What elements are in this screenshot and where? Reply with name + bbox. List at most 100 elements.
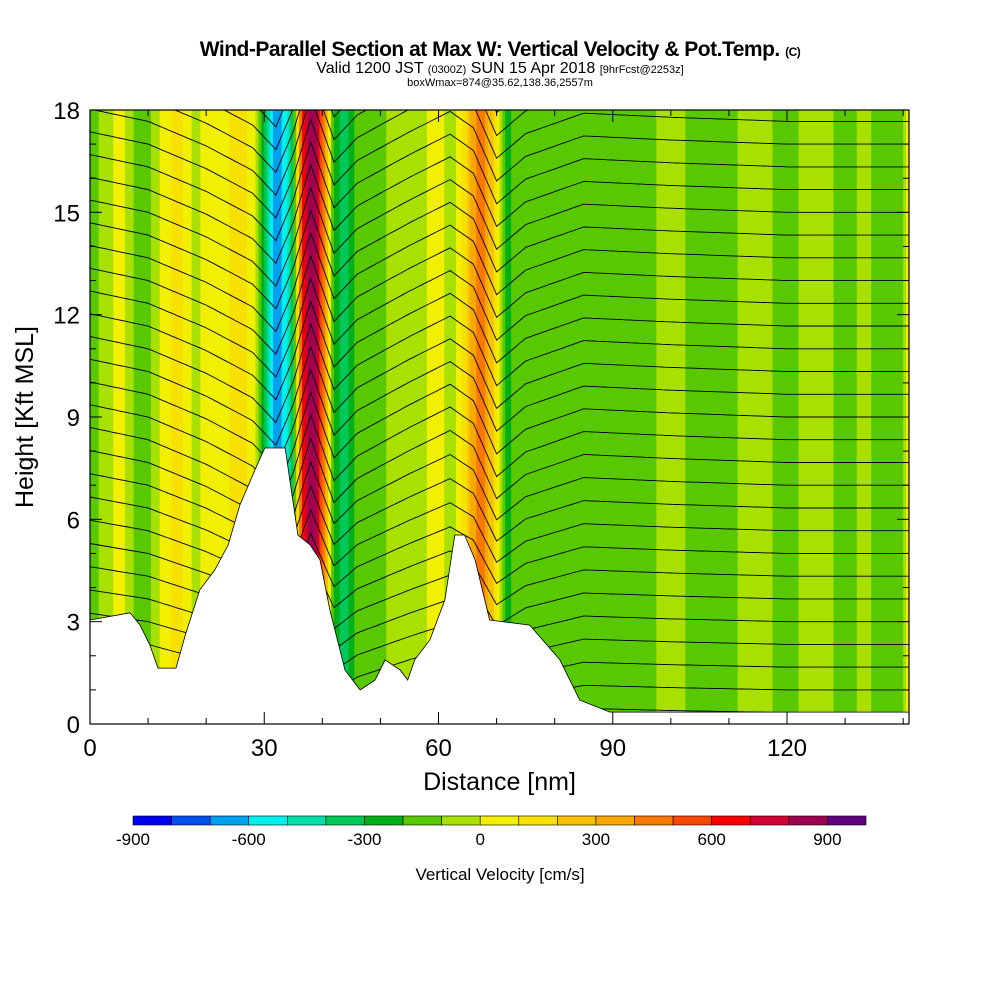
w-cell (124, 110, 129, 724)
theta-contour (90, 269, 909, 378)
w-cell (316, 110, 321, 724)
w-cell (374, 110, 379, 724)
chart-title: Wind-Parallel Section at Max W: Vertical… (199, 38, 801, 61)
w-cell (423, 110, 428, 724)
w-cell (101, 110, 106, 724)
theta-contour (90, 453, 909, 556)
w-cell (363, 110, 367, 724)
theta-contour (90, 110, 909, 219)
w-cell (598, 110, 602, 724)
w-cell (708, 110, 713, 724)
w-cell (551, 110, 556, 724)
w-cell (534, 110, 538, 724)
w-cell (421, 110, 425, 724)
colorbar-bin (441, 815, 481, 826)
colorbar-bin (402, 815, 442, 826)
w-cell (601, 110, 605, 724)
w-cell (435, 110, 440, 724)
w-cell (621, 110, 625, 724)
colorbar-bin (287, 815, 327, 826)
w-cell (229, 110, 233, 724)
w-cell (450, 110, 454, 724)
theta-contour (90, 383, 909, 492)
w-cell (293, 110, 297, 724)
w-cell (226, 110, 231, 724)
w-cell (757, 110, 762, 724)
w-cell (749, 110, 753, 724)
w-cell (699, 110, 704, 724)
w-cell (409, 110, 413, 724)
w-cell (267, 110, 271, 724)
w-cell (261, 110, 265, 724)
w-cell (609, 110, 614, 724)
w-cell (371, 110, 376, 724)
w-cell (400, 110, 405, 724)
w-cell (296, 110, 300, 724)
w-cell (522, 110, 527, 724)
w-cell (537, 110, 541, 724)
w-cell (432, 110, 437, 724)
w-cell (304, 110, 309, 724)
w-cell (441, 110, 445, 724)
w-cell (368, 110, 373, 724)
w-cell (107, 110, 111, 724)
w-cell (563, 110, 567, 724)
theta-contour (90, 360, 909, 469)
w-cell (150, 110, 155, 724)
w-cell (119, 110, 123, 724)
w-cell (319, 110, 323, 724)
w-cell (627, 110, 631, 724)
w-cell (392, 110, 396, 724)
theta-contour (90, 315, 909, 424)
w-cell (493, 110, 498, 724)
w-cell (752, 110, 756, 724)
w-cell (720, 110, 724, 724)
w-cell (357, 110, 361, 724)
w-cell (659, 110, 663, 724)
w-cell (560, 110, 564, 724)
w-cell (473, 110, 477, 724)
plot-area (90, 110, 909, 724)
w-cell (487, 110, 492, 724)
w-cell (502, 110, 506, 724)
colorbar-bin (209, 815, 250, 826)
w-cell (743, 110, 747, 724)
w-cell (589, 110, 594, 724)
w-cell (685, 110, 689, 724)
theta-contour (90, 406, 909, 515)
w-cell (397, 110, 402, 724)
w-cell (290, 110, 294, 724)
theta-contour (90, 156, 909, 265)
w-cell (606, 110, 611, 724)
w-cell (575, 110, 579, 724)
w-cell (641, 110, 646, 724)
colorbar-tick-label: -600 (232, 830, 266, 849)
w-cell (121, 110, 126, 724)
w-cell (389, 110, 393, 724)
w-cell (142, 110, 146, 724)
w-cell (726, 110, 730, 724)
colorbar-bin (595, 815, 635, 826)
w-cell (656, 110, 660, 724)
w-cell (482, 110, 486, 724)
w-cell (252, 110, 257, 724)
w-cell (345, 110, 350, 724)
y-tick-label: 6 (67, 507, 80, 534)
w-cell (612, 110, 617, 724)
w-cell (572, 110, 576, 724)
colorbar-bin (325, 815, 365, 826)
w-cell (705, 110, 710, 724)
w-cell (455, 110, 460, 724)
w-cell (566, 110, 570, 724)
theta-contour (90, 224, 909, 333)
w-cell (116, 110, 120, 724)
w-cell (734, 110, 739, 724)
w-cell (525, 110, 530, 724)
w-cell (197, 110, 201, 724)
w-cell (444, 110, 448, 724)
w-cell (418, 110, 422, 724)
theta-contour (90, 478, 909, 575)
theta-contour (173, 110, 530, 174)
w-cell (580, 110, 585, 724)
w-cell (737, 110, 742, 724)
